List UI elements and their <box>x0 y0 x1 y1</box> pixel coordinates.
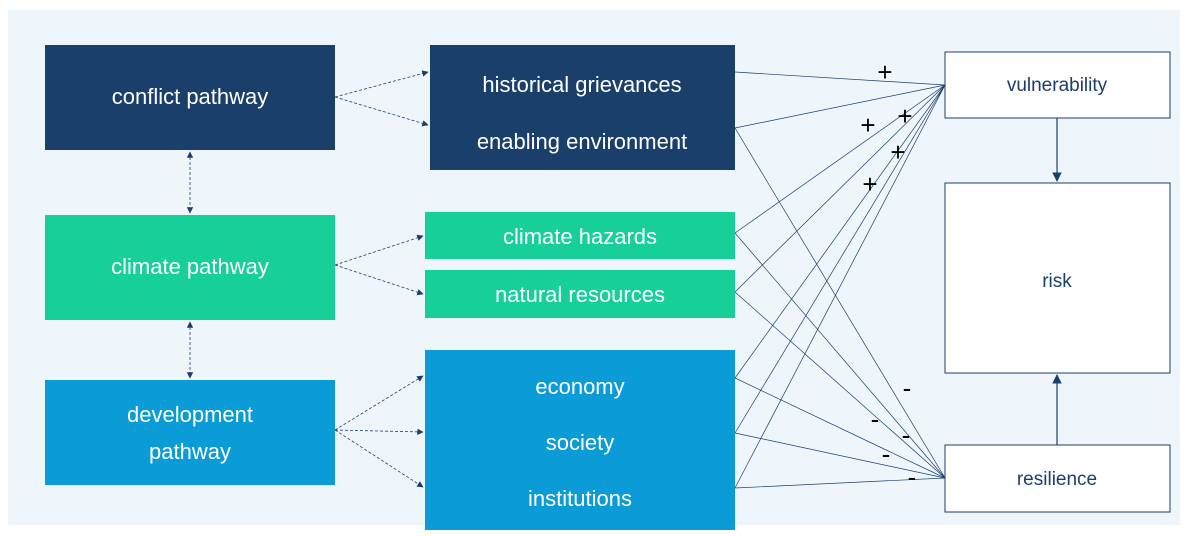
sign: + <box>897 101 912 131</box>
vulnerability-box <box>944 51 1171 119</box>
node-label: pathway <box>149 439 231 464</box>
node-label: enabling environment <box>477 129 687 154</box>
resilience-box <box>944 444 1171 513</box>
hazards-box <box>425 212 735 259</box>
node-label: climate hazards <box>503 224 657 249</box>
sign: - <box>882 439 891 469</box>
resources-box <box>425 270 735 318</box>
node-label: natural resources <box>495 282 665 307</box>
node-label: conflict pathway <box>112 84 269 109</box>
development-drivers-box <box>425 350 735 530</box>
sign: - <box>903 373 912 403</box>
sign: - <box>908 462 917 492</box>
node-label: historical grievances <box>482 72 681 97</box>
node-label: development <box>127 402 253 427</box>
node-label: risk <box>1042 271 1072 292</box>
sign: - <box>902 420 911 450</box>
sign: - <box>871 404 880 434</box>
risk-box <box>944 182 1171 374</box>
links <box>734 71 946 489</box>
conflict-drivers-box <box>430 45 735 170</box>
sign: + <box>877 57 892 87</box>
sign: + <box>890 137 905 167</box>
node-label: society <box>546 430 614 455</box>
node-label: climate pathway <box>111 254 269 279</box>
sign: + <box>860 110 875 140</box>
conflict-box <box>45 45 335 150</box>
development-box <box>45 380 335 485</box>
node-label: resilience <box>1017 469 1097 490</box>
node-label: institutions <box>528 486 632 511</box>
node-label: economy <box>535 374 624 399</box>
climate-box <box>45 215 335 320</box>
arrows <box>186 70 1062 488</box>
node-label: vulnerability <box>1007 75 1108 96</box>
sign: + <box>862 169 877 199</box>
